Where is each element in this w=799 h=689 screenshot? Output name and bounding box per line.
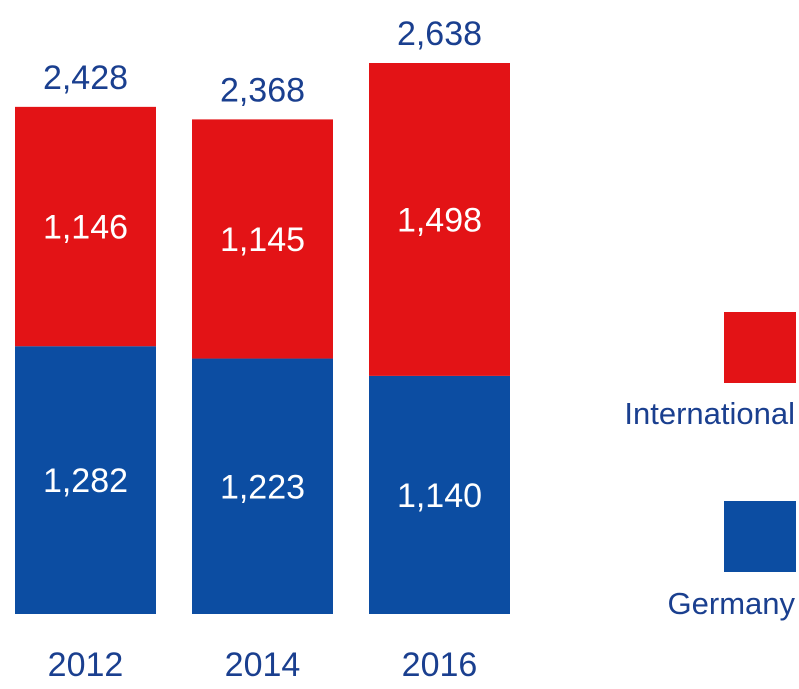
bar-international-2016 [369, 63, 510, 376]
bar-germany-2012 [15, 346, 156, 614]
bar-germany-2014 [192, 358, 333, 614]
category-label-2014: 2014 [225, 646, 301, 684]
legend-label-international: International [624, 396, 795, 431]
segment-labels-group: 1,282 1,146 1,223 1,145 1,140 1,498 [43, 201, 482, 515]
bar-international-2012 [15, 106, 156, 347]
legend-swatch-germany [724, 501, 796, 572]
bar-germany-2016 [369, 375, 510, 614]
total-label-2014: 2,368 [220, 71, 305, 109]
data-label-international-2012: 1,146 [43, 209, 128, 247]
data-label-germany-2014: 1,223 [220, 468, 305, 506]
total-label-2012: 2,428 [43, 59, 128, 97]
category-label-2012: 2012 [48, 646, 124, 684]
data-label-germany-2016: 1,140 [397, 477, 482, 515]
legend-swatch-international [724, 312, 796, 383]
category-label-2016: 2016 [402, 646, 478, 684]
category-labels-group: 2012 2014 2016 [48, 646, 478, 684]
bar-international-2014 [192, 119, 333, 359]
bars-group [15, 63, 510, 614]
data-label-germany-2012: 1,282 [43, 462, 128, 500]
total-labels-group: 2,428 2,368 2,638 [43, 15, 482, 109]
data-label-international-2014: 1,145 [220, 221, 305, 259]
legend-label-germany: Germany [668, 586, 796, 621]
legend: International Germany [624, 312, 796, 621]
data-label-international-2016: 1,498 [397, 201, 482, 239]
total-label-2016: 2,638 [397, 15, 482, 53]
